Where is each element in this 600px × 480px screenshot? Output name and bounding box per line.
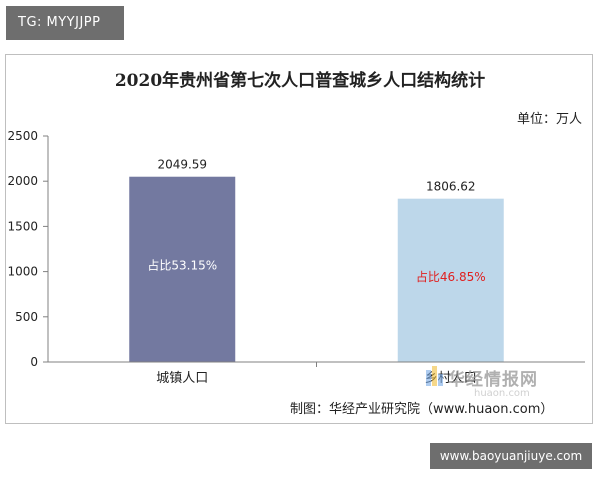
share-label: 占比53.15% [147, 258, 217, 273]
tg-badge: TG: MYYJJPP [6, 6, 124, 40]
url-badge: www.baoyuanjiuye.com [430, 443, 592, 469]
category-label: 城镇人口 [156, 371, 208, 386]
watermark-text: 华经情报网 [448, 369, 538, 390]
bar-1 [397, 198, 504, 362]
y-tick-label: 2500 [7, 129, 38, 143]
y-tick-label: 500 [15, 310, 38, 324]
watermark-logo-icon [426, 366, 444, 388]
watermark-subtext: huaon.com [474, 388, 530, 399]
y-tick-label: 0 [30, 355, 38, 369]
y-tick-label: 1500 [7, 219, 38, 233]
unit-label: 单位：万人 [516, 112, 582, 127]
value-label: 2049.59 [157, 158, 207, 172]
chart-title: 2020年贵州省第七次人口普查城乡人口结构统计 [114, 71, 486, 91]
category-label: 乡村人口 [425, 371, 477, 386]
y-tick-label: 1000 [7, 265, 38, 279]
y-tick-label: 2000 [7, 174, 38, 188]
share-label: 占比46.85% [416, 269, 486, 284]
bar-0 [129, 176, 236, 362]
watermark: 华经情报网 [426, 362, 576, 392]
source-text: 制图：华经产业研究院（www.huaon.com） [290, 402, 554, 417]
value-label: 1806.62 [426, 180, 476, 194]
